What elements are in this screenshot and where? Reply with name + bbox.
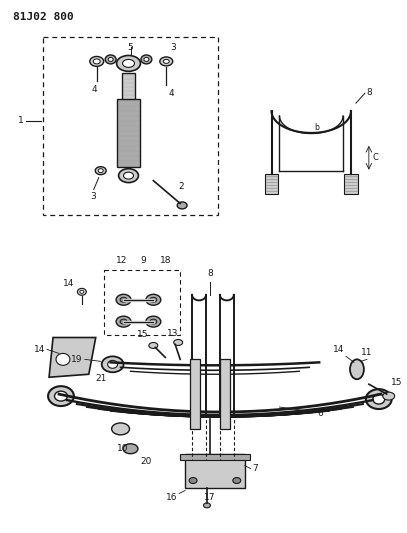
Ellipse shape bbox=[177, 202, 187, 209]
Ellipse shape bbox=[366, 389, 392, 409]
Text: 13: 13 bbox=[166, 328, 178, 337]
Bar bbox=[43, 37, 218, 215]
Ellipse shape bbox=[90, 56, 104, 67]
Ellipse shape bbox=[108, 58, 113, 61]
Bar bbox=[122, 74, 136, 101]
Ellipse shape bbox=[233, 478, 241, 483]
Bar bbox=[185, 454, 245, 488]
Ellipse shape bbox=[116, 316, 131, 327]
Text: 21: 21 bbox=[96, 374, 107, 383]
Bar bbox=[344, 174, 358, 193]
Ellipse shape bbox=[174, 340, 183, 345]
Ellipse shape bbox=[163, 59, 169, 63]
Ellipse shape bbox=[123, 444, 138, 454]
Ellipse shape bbox=[116, 294, 131, 305]
Ellipse shape bbox=[56, 353, 70, 365]
Bar bbox=[104, 270, 180, 335]
Ellipse shape bbox=[95, 167, 106, 175]
Polygon shape bbox=[49, 337, 96, 377]
Bar bbox=[116, 99, 140, 167]
Ellipse shape bbox=[160, 57, 173, 66]
Ellipse shape bbox=[123, 59, 134, 67]
Ellipse shape bbox=[149, 343, 158, 349]
Ellipse shape bbox=[141, 55, 152, 64]
Ellipse shape bbox=[93, 59, 100, 64]
Ellipse shape bbox=[102, 357, 124, 372]
Text: 15: 15 bbox=[137, 330, 149, 340]
Ellipse shape bbox=[116, 55, 140, 71]
Text: 3: 3 bbox=[90, 191, 96, 200]
Text: 3: 3 bbox=[171, 43, 176, 52]
Text: 10: 10 bbox=[117, 444, 128, 453]
Ellipse shape bbox=[383, 392, 395, 400]
Ellipse shape bbox=[98, 168, 103, 173]
Text: 4: 4 bbox=[168, 89, 174, 98]
Ellipse shape bbox=[77, 288, 86, 295]
Text: b: b bbox=[314, 123, 319, 132]
Ellipse shape bbox=[144, 58, 149, 61]
Text: 19: 19 bbox=[71, 355, 83, 364]
Ellipse shape bbox=[150, 297, 157, 302]
Ellipse shape bbox=[48, 386, 74, 406]
Text: 81J02 800: 81J02 800 bbox=[13, 12, 74, 22]
Ellipse shape bbox=[108, 360, 118, 368]
Text: 20: 20 bbox=[140, 457, 152, 466]
Text: 4: 4 bbox=[92, 85, 98, 94]
Ellipse shape bbox=[146, 316, 161, 327]
Text: 7: 7 bbox=[253, 464, 258, 473]
Ellipse shape bbox=[120, 297, 127, 302]
Bar bbox=[190, 359, 200, 429]
Text: 6: 6 bbox=[317, 409, 323, 418]
Ellipse shape bbox=[350, 359, 364, 379]
Text: 12: 12 bbox=[116, 256, 127, 265]
Ellipse shape bbox=[80, 290, 84, 293]
Ellipse shape bbox=[112, 423, 129, 435]
Text: 14: 14 bbox=[34, 345, 45, 354]
Text: 2: 2 bbox=[178, 182, 184, 190]
Text: 16: 16 bbox=[166, 494, 177, 503]
Text: 14: 14 bbox=[333, 345, 344, 354]
Text: 8: 8 bbox=[366, 88, 372, 97]
Ellipse shape bbox=[105, 55, 116, 64]
Text: 15: 15 bbox=[391, 378, 402, 387]
Ellipse shape bbox=[189, 478, 197, 483]
Ellipse shape bbox=[55, 391, 68, 401]
Text: 17: 17 bbox=[204, 494, 216, 503]
Text: 1: 1 bbox=[18, 117, 23, 125]
Ellipse shape bbox=[118, 168, 138, 183]
Ellipse shape bbox=[373, 394, 385, 404]
Ellipse shape bbox=[146, 294, 161, 305]
Text: 9: 9 bbox=[140, 256, 146, 265]
Text: 8: 8 bbox=[207, 269, 213, 278]
Text: 5: 5 bbox=[128, 43, 133, 52]
Bar bbox=[180, 454, 249, 459]
Bar bbox=[220, 359, 230, 429]
Text: 18: 18 bbox=[160, 256, 171, 265]
Ellipse shape bbox=[120, 319, 127, 324]
Text: 11: 11 bbox=[361, 349, 372, 357]
Ellipse shape bbox=[204, 503, 210, 508]
Text: 14: 14 bbox=[63, 279, 74, 288]
Ellipse shape bbox=[124, 172, 133, 179]
Text: C: C bbox=[373, 154, 379, 162]
Ellipse shape bbox=[150, 319, 157, 324]
Bar bbox=[265, 174, 278, 193]
